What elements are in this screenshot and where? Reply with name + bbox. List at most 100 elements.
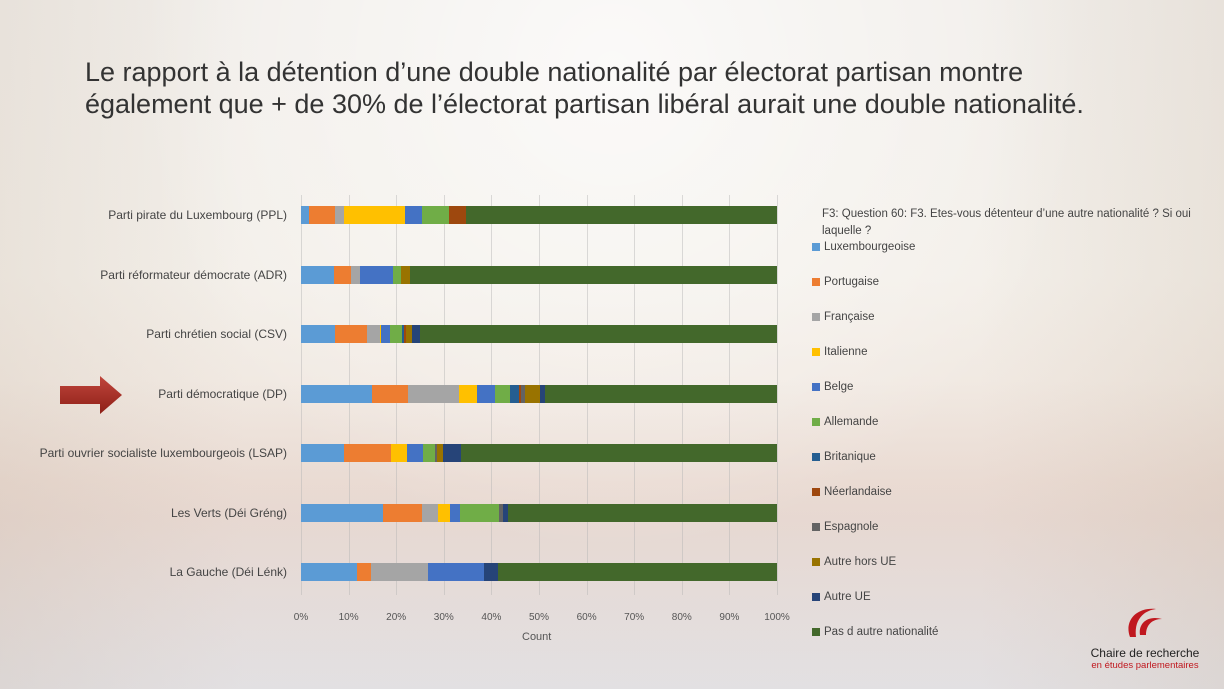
bar-segment [435, 444, 438, 462]
bar-segment [333, 265, 351, 284]
legend-label: Luxembourgeoise [824, 241, 916, 253]
bar-segment [403, 325, 406, 343]
bar-segment [540, 384, 546, 403]
legend-swatch [812, 523, 820, 531]
category-label: La Gauche (Déi Lénk) [169, 565, 287, 579]
bar-segment [405, 325, 412, 343]
legend-label: Autre hors UE [824, 556, 897, 568]
x-tick-label: 30% [433, 612, 454, 623]
bar-segment [407, 384, 460, 403]
bar-segment [438, 503, 450, 522]
category-label: Parti réformateur démocrate (ADR) [100, 267, 287, 282]
bar-segment [410, 265, 777, 284]
bar-segment [301, 265, 334, 284]
logo-line1: Chaire de recherche [1090, 646, 1200, 660]
bar-segment [379, 325, 382, 343]
bar-segment [392, 265, 402, 284]
bar-segment [382, 503, 422, 522]
legend-swatch [812, 383, 820, 391]
bar-segment [301, 384, 373, 403]
legend-label: Pas d autre nationalité [824, 626, 939, 638]
bar-segment [499, 503, 504, 522]
bar-segment [461, 444, 777, 462]
bar-segment [402, 325, 404, 343]
legend-item: Allemande [812, 416, 878, 428]
legend-swatch [812, 453, 820, 461]
bar-segment [443, 444, 462, 462]
bar-segment [301, 325, 336, 343]
bar-segment [370, 563, 429, 581]
bar-segment [507, 503, 777, 522]
legend-item: Autre UE [812, 591, 871, 603]
x-tick-label: 40% [481, 612, 502, 623]
legend-label: Allemande [824, 416, 879, 428]
bar-segment [521, 384, 525, 403]
bar-segment [503, 503, 508, 522]
legend-swatch [812, 488, 820, 496]
legend-item: Française [812, 311, 875, 323]
slide-title: Le rapport à la détention d’une double n… [85, 57, 1084, 119]
bar-segment [401, 265, 410, 284]
bar-segment [335, 325, 367, 343]
legend-item: Néerlandaise [812, 486, 892, 498]
bar-segment [545, 384, 777, 403]
bar-segment [343, 206, 405, 224]
bar-segment [422, 444, 436, 462]
bar-segment [301, 444, 345, 462]
legend-swatch [812, 628, 820, 636]
legend-swatch [812, 418, 820, 426]
bar-segment [406, 444, 423, 462]
legend-item: Belge [812, 381, 853, 393]
category-label: Parti ouvrier socialiste luxembourgeois … [39, 446, 287, 460]
bar-segment [449, 503, 461, 522]
legend-label: Néerlandaise [824, 486, 892, 498]
legend-swatch [812, 313, 820, 321]
bar-segment [518, 384, 522, 403]
legend-item: Portugaise [812, 276, 879, 288]
bar-segment [428, 563, 485, 581]
bar-segment [344, 444, 392, 462]
legend-swatch [812, 558, 820, 566]
x-axis-label: Count [522, 631, 552, 643]
x-tick-label: 10% [338, 612, 359, 623]
bar-segment [411, 325, 420, 343]
x-tick-label: 60% [576, 612, 597, 623]
bar-segment [301, 206, 310, 224]
bar-segment [301, 563, 357, 581]
bar-segment [404, 206, 423, 224]
x-tick-label: 0% [293, 612, 309, 623]
category-label: Parti démocratique (DP) [158, 386, 287, 401]
bar-segment [366, 325, 380, 343]
bar-segment [484, 563, 499, 581]
legend-label: Autre UE [824, 591, 871, 603]
logo: Chaire de recherche en études parlementa… [1070, 605, 1220, 671]
highlight-arrow-icon [60, 376, 122, 414]
bar-segment [465, 206, 777, 224]
x-tick-label: 50% [528, 612, 550, 623]
bar-segment [421, 503, 439, 522]
bar-segment [335, 206, 344, 224]
bar-segment [372, 384, 408, 403]
legend-swatch [812, 593, 820, 601]
bar-segment [476, 384, 495, 403]
category-label: Les Verts (Déi Gréng) [170, 505, 287, 520]
bar-segment [301, 503, 383, 522]
logo-line2: en études parlementaires [1091, 660, 1199, 671]
bar-segment [381, 325, 390, 343]
bar-segment [309, 206, 336, 224]
bar-segment [509, 384, 519, 403]
bar-segment [389, 325, 403, 343]
legend-label: Italienne [824, 346, 868, 358]
legend-item: Britanique [812, 451, 876, 463]
legend-swatch [812, 243, 820, 251]
category-label: Parti chrétien social (CSV) [146, 327, 287, 341]
legend-label: Française [824, 311, 875, 323]
gridline [777, 195, 778, 595]
legend-swatch [812, 348, 820, 356]
x-tick-label: 90% [719, 612, 740, 623]
bar-segment [460, 503, 500, 522]
legend-swatch [812, 278, 820, 286]
x-tick-label: 70% [624, 612, 645, 623]
bar-segment [459, 384, 477, 403]
x-tick-label: 100% [764, 612, 790, 623]
